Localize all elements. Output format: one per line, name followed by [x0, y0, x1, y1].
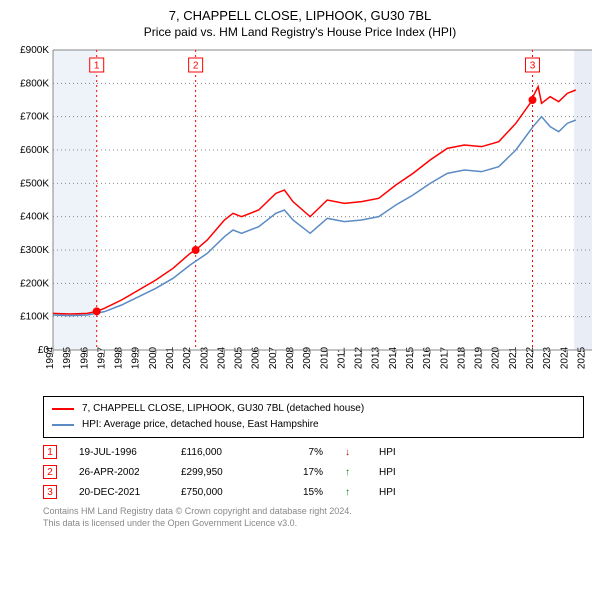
sale-price-1: £116,000: [181, 447, 261, 458]
sale-date-1: 19-JUL-1996: [79, 447, 159, 458]
plot-area: £0£100K£200K£300K£400K£500K£600K£700K£80…: [8, 45, 592, 390]
svg-text:£300K: £300K: [20, 245, 49, 256]
footer: Contains HM Land Registry data © Crown c…: [43, 506, 584, 529]
svg-text:£800K: £800K: [20, 78, 49, 89]
sale-marker-2: 2: [43, 465, 57, 479]
legend-item-property: 7, CHAPPELL CLOSE, LIPHOOK, GU30 7BL (de…: [52, 401, 575, 417]
sale-row-2: 2 26-APR-2002 £299,950 17% ↑ HPI: [43, 462, 584, 482]
svg-text:£600K: £600K: [20, 145, 49, 156]
legend-label-property: 7, CHAPPELL CLOSE, LIPHOOK, GU30 7BL (de…: [82, 401, 364, 417]
sale-pct-1: 7%: [283, 447, 323, 458]
svg-text:3: 3: [530, 61, 536, 72]
svg-text:£200K: £200K: [20, 278, 49, 289]
legend-label-hpi: HPI: Average price, detached house, East…: [82, 417, 319, 433]
sale-hpi-label-3: HPI: [379, 487, 403, 498]
sale-pct-3: 15%: [283, 487, 323, 498]
sale-marker-3: 3: [43, 485, 57, 499]
sale-date-2: 26-APR-2002: [79, 467, 159, 478]
chart-svg: £0£100K£200K£300K£400K£500K£600K£700K£80…: [8, 45, 592, 390]
svg-text:£100K: £100K: [20, 312, 49, 323]
sale-arrow-2: ↑: [345, 467, 357, 478]
sale-price-2: £299,950: [181, 467, 261, 478]
chart-container: 7, CHAPPELL CLOSE, LIPHOOK, GU30 7BL Pri…: [0, 0, 600, 537]
sale-row-1: 1 19-JUL-1996 £116,000 7% ↓ HPI: [43, 442, 584, 462]
sale-hpi-label-1: HPI: [379, 447, 403, 458]
sale-arrow-1: ↓: [345, 447, 357, 458]
svg-text:£700K: £700K: [20, 112, 49, 123]
svg-text:1: 1: [94, 61, 100, 72]
sale-row-3: 3 20-DEC-2021 £750,000 15% ↑ HPI: [43, 482, 584, 502]
svg-text:£900K: £900K: [20, 45, 49, 56]
sale-date-3: 20-DEC-2021: [79, 487, 159, 498]
svg-text:£500K: £500K: [20, 178, 49, 189]
svg-text:2: 2: [193, 61, 199, 72]
sales-table: 1 19-JUL-1996 £116,000 7% ↓ HPI 2 26-APR…: [43, 442, 584, 502]
svg-text:£400K: £400K: [20, 212, 49, 223]
sale-arrow-3: ↑: [345, 487, 357, 498]
sale-price-3: £750,000: [181, 487, 261, 498]
legend: 7, CHAPPELL CLOSE, LIPHOOK, GU30 7BL (de…: [43, 396, 584, 438]
sale-hpi-label-2: HPI: [379, 467, 403, 478]
chart-title-address: 7, CHAPPELL CLOSE, LIPHOOK, GU30 7BL: [8, 8, 592, 23]
sale-marker-1: 1: [43, 445, 57, 459]
sale-pct-2: 17%: [283, 467, 323, 478]
footer-line-1: Contains HM Land Registry data © Crown c…: [43, 506, 584, 518]
chart-title-subtitle: Price paid vs. HM Land Registry's House …: [8, 25, 592, 39]
footer-line-2: This data is licensed under the Open Gov…: [43, 518, 584, 530]
legend-swatch-hpi: [52, 424, 74, 426]
legend-item-hpi: HPI: Average price, detached house, East…: [52, 417, 575, 433]
legend-swatch-property: [52, 408, 74, 410]
